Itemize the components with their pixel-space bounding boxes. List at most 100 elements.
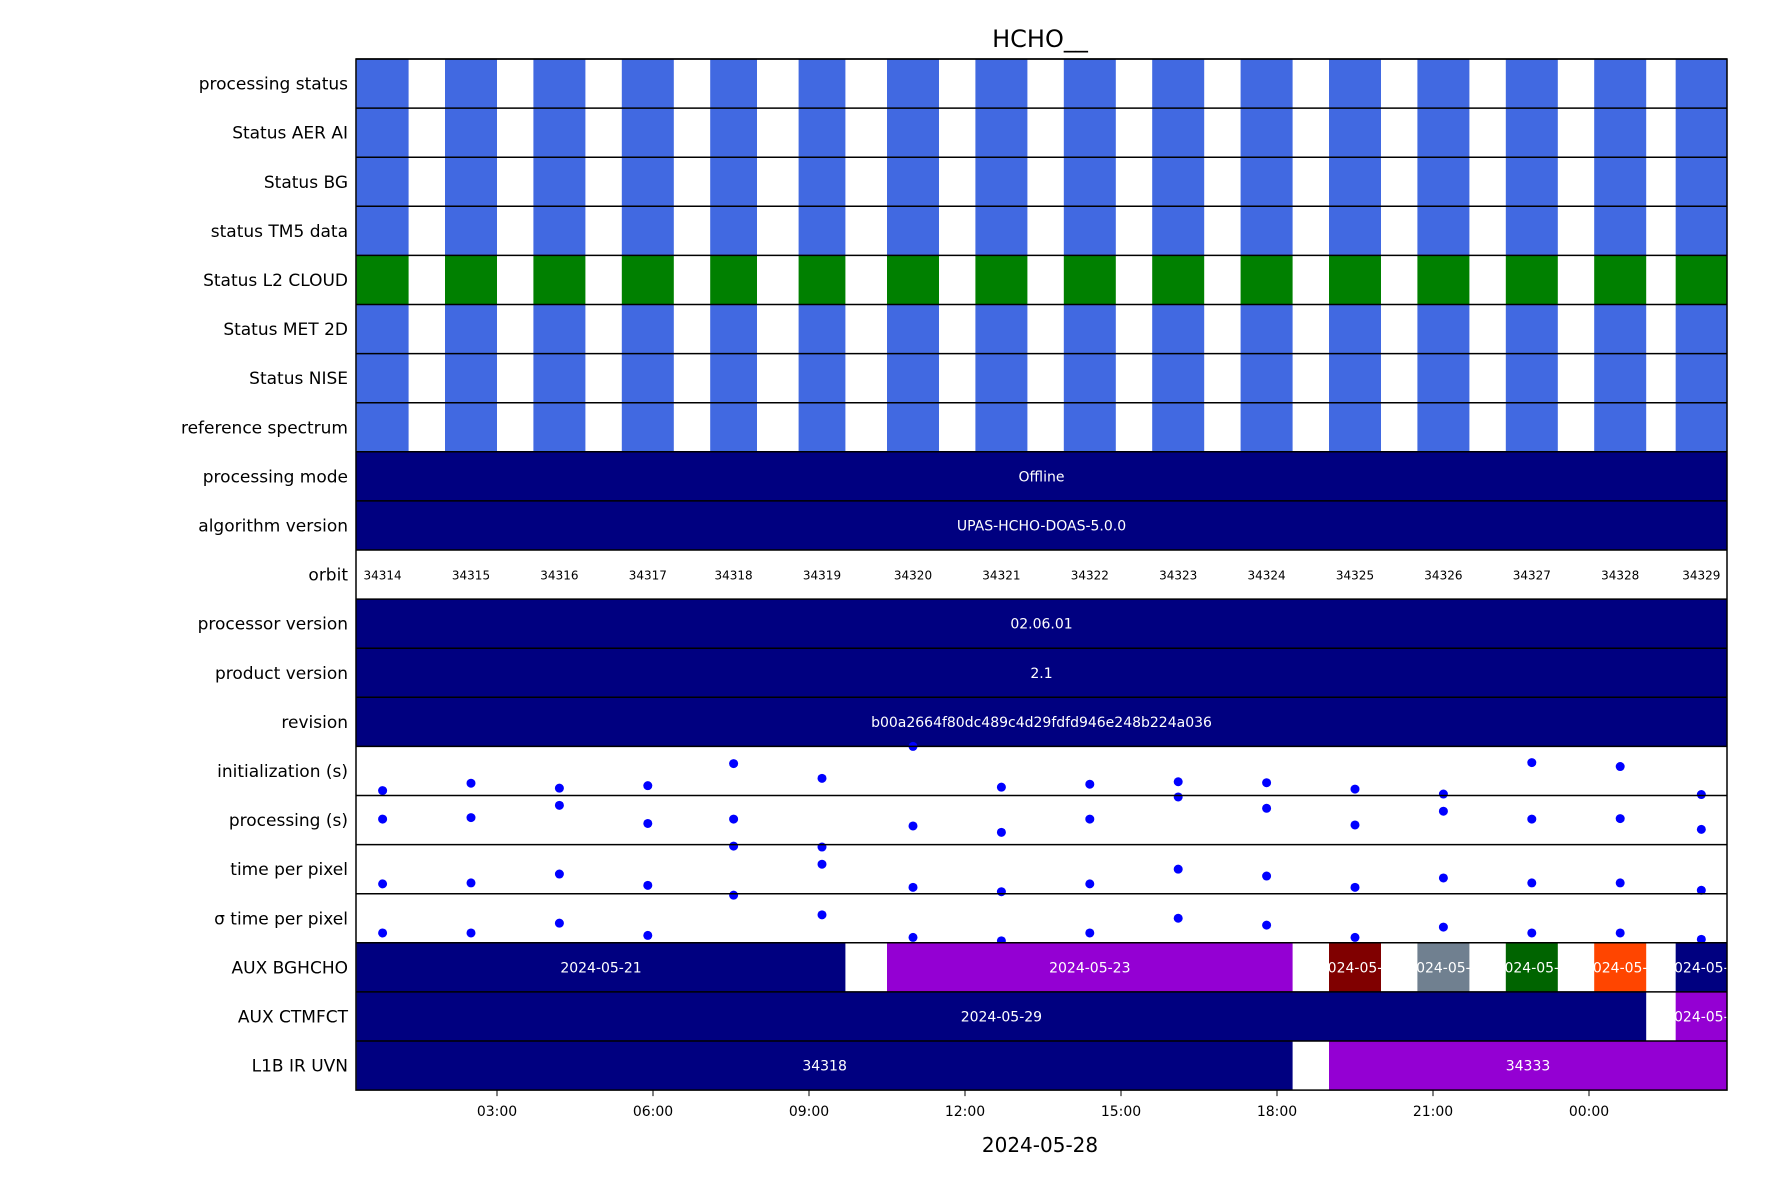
status-cell xyxy=(621,353,674,403)
row-9: algorithm version UPAS-HCHO-DOAS-5.0.0 xyxy=(198,500,1727,550)
orbit-label: 34315 xyxy=(452,569,490,583)
scatter-point xyxy=(1262,871,1272,881)
status-cell xyxy=(1329,59,1381,109)
scatter-point xyxy=(817,910,827,920)
scatter-point xyxy=(1085,814,1095,824)
status-cell xyxy=(1505,157,1558,207)
status-cell xyxy=(621,108,674,158)
scatter-point xyxy=(996,827,1006,837)
status-cell xyxy=(710,206,757,256)
status-cell xyxy=(1417,353,1470,403)
status-cell xyxy=(1675,108,1727,158)
status-cell xyxy=(1063,304,1116,354)
scatter-point xyxy=(554,783,564,793)
status-cell xyxy=(1240,157,1293,207)
status-cell xyxy=(1417,59,1470,109)
status-cell xyxy=(1152,255,1205,305)
scatter-point xyxy=(1173,864,1183,874)
status-cell xyxy=(445,206,497,256)
scatter-point xyxy=(378,879,388,889)
status-cell xyxy=(1594,108,1647,158)
status-cell xyxy=(798,59,846,109)
orbit-label: 34324 xyxy=(1248,569,1286,583)
row-15: processing (s) xyxy=(229,792,1727,852)
status-cell xyxy=(798,108,846,158)
status-cell xyxy=(356,59,409,109)
scatter-point xyxy=(1085,928,1095,938)
scatter-point xyxy=(729,841,739,851)
scatter-point xyxy=(1262,920,1272,930)
scatter-point xyxy=(1527,928,1537,938)
status-cell xyxy=(445,402,497,452)
scatter-point xyxy=(996,782,1006,792)
scatter-point xyxy=(1173,913,1183,923)
status-cell xyxy=(710,157,757,207)
scatter-point xyxy=(729,890,739,900)
orbit-label: 34328 xyxy=(1601,569,1639,583)
status-cell xyxy=(887,157,939,207)
status-cell xyxy=(533,59,586,109)
scatter-point xyxy=(817,859,827,869)
row-label: AUX CTMFCT xyxy=(238,1007,349,1027)
scatter-point xyxy=(1438,789,1448,799)
value-bar xyxy=(356,599,1727,649)
value-text: b00a2664f80dc489c4d29fdfd946e248b224a036 xyxy=(871,715,1212,731)
row-label: reference spectrum xyxy=(181,418,348,438)
scatter-point xyxy=(1696,790,1706,800)
scatter-point xyxy=(554,800,564,810)
status-cell xyxy=(621,255,674,305)
status-cell xyxy=(1063,206,1116,256)
status-cell xyxy=(1329,108,1381,158)
row-3: status TM5 data xyxy=(211,205,1727,256)
status-cell xyxy=(1329,304,1381,354)
value-bar xyxy=(356,451,1727,501)
scatter-point xyxy=(1350,784,1360,794)
status-cell xyxy=(1063,353,1116,403)
scatter-point xyxy=(1696,824,1706,834)
aux-segment xyxy=(1329,1041,1727,1091)
status-cell xyxy=(533,255,586,305)
scatter-point xyxy=(1527,878,1537,888)
status-cell xyxy=(1505,206,1558,256)
row-2: Status BG xyxy=(264,156,1727,207)
status-cell xyxy=(1417,108,1470,158)
aux-segment-label: 2024-05-29 xyxy=(961,1009,1042,1025)
rows-layer: processing status Status AER AI Status BG s… xyxy=(181,58,1738,1091)
row-label: Status L2 CLOUD xyxy=(203,271,348,291)
status-cell xyxy=(1505,304,1558,354)
scatter-point xyxy=(729,759,739,769)
status-cell xyxy=(798,206,846,256)
status-cell xyxy=(356,402,409,452)
status-cell xyxy=(975,353,1028,403)
status-cell xyxy=(1675,304,1727,354)
orbit-label: 34316 xyxy=(540,569,578,583)
scatter-point xyxy=(1527,758,1537,768)
status-cell xyxy=(621,304,674,354)
row-label: Status BG xyxy=(264,173,348,193)
orbit-label: 34317 xyxy=(629,569,667,583)
row-label: processor version xyxy=(198,615,348,635)
status-cell xyxy=(710,402,757,452)
x-tick-label: 00:00 xyxy=(1569,1104,1609,1120)
scatter-point xyxy=(1615,762,1625,772)
row-label: AUX BGHCHO xyxy=(232,958,348,978)
orbit-label: 34320 xyxy=(894,569,932,583)
value-text: 2.1 xyxy=(1030,666,1052,682)
status-cell xyxy=(356,108,409,158)
scatter-point xyxy=(1438,873,1448,883)
aux-segment-label: 2024-05-21 xyxy=(560,960,641,976)
status-cell xyxy=(1240,59,1293,109)
scatter-point xyxy=(1527,814,1537,824)
orbit-label: 34319 xyxy=(803,569,841,583)
status-cell xyxy=(887,255,939,305)
row-label: Status NISE xyxy=(249,369,348,389)
scatter-point xyxy=(1262,778,1272,788)
value-text: 02.06.01 xyxy=(1010,617,1072,633)
row-label: L1B IR UVN xyxy=(252,1057,348,1077)
plot-frame xyxy=(355,58,1728,1091)
scatter-point xyxy=(466,778,476,788)
row-7: reference spectrum xyxy=(181,401,1727,452)
row-label: product version xyxy=(215,664,348,684)
status-cell xyxy=(445,108,497,158)
